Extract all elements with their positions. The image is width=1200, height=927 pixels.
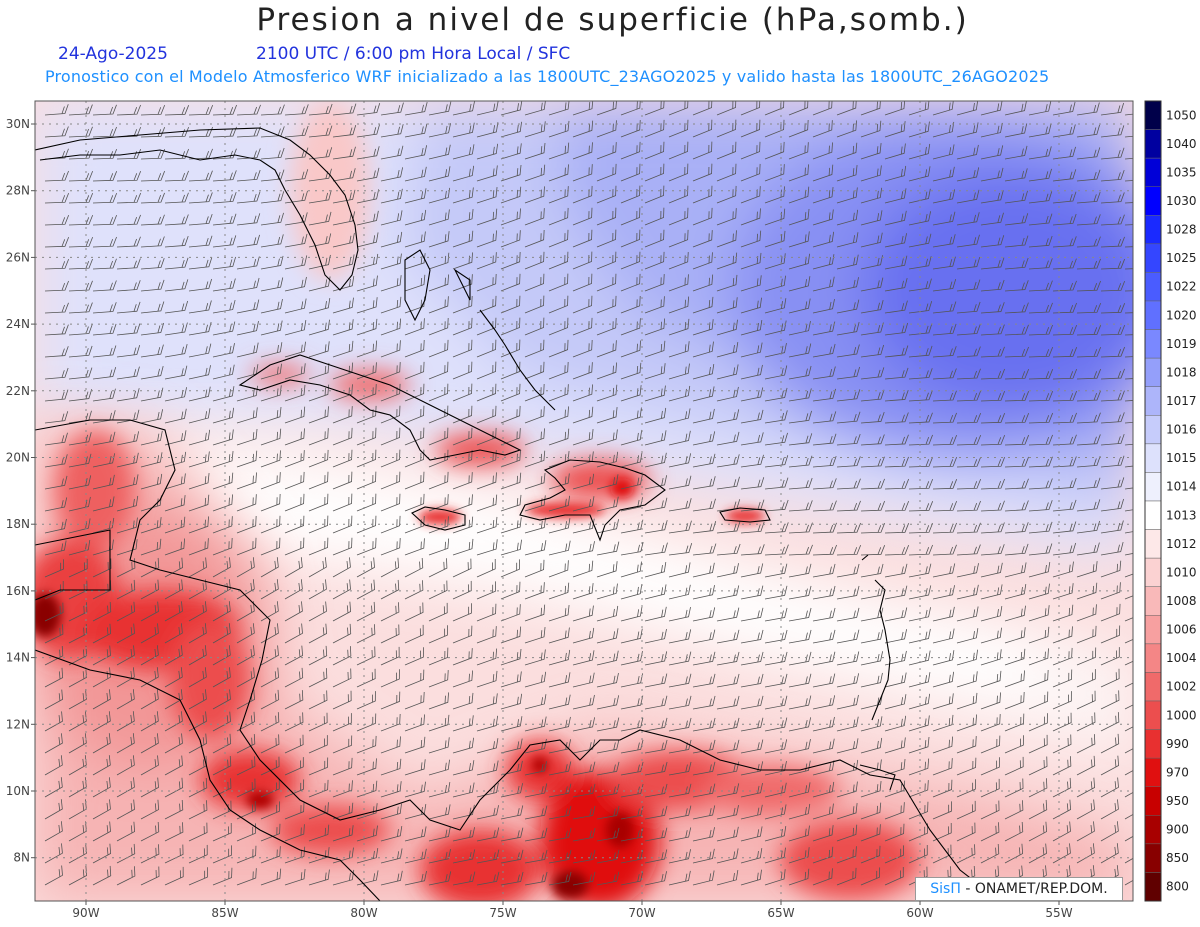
lon-label: 65W	[767, 906, 794, 920]
lat-label: 12N	[6, 717, 30, 731]
colorbar-swatch	[1144, 672, 1162, 702]
colorbar-label: 1008	[1166, 594, 1197, 608]
colorbar-label: 1040	[1166, 137, 1197, 151]
colorbar-label: 1000	[1166, 708, 1197, 722]
colorbar-swatch	[1144, 329, 1162, 359]
colorbar-swatch	[1144, 872, 1162, 902]
lat-label: 18N	[6, 517, 30, 531]
colorbar-label: 1004	[1166, 651, 1197, 665]
colorbar-swatch	[1144, 815, 1162, 845]
lat-label: 22N	[6, 384, 30, 398]
colorbar-swatch	[1144, 615, 1162, 645]
colorbar-label: 1016	[1166, 423, 1197, 437]
wind-barbs	[44, 101, 1133, 886]
colorbar-label: 850	[1166, 851, 1189, 865]
colorbar-swatch	[1144, 386, 1162, 416]
lat-label: 20N	[6, 451, 30, 465]
lon-label: 70W	[628, 906, 655, 920]
colorbar-label: 800	[1166, 880, 1189, 894]
latitude-labels: 30N 28N 26N 24N 22N 20N 18N 16N 14N 12N 10N 8N	[6, 117, 35, 865]
valid-time: 2100 UTC / 6:00 pm Hora Local / SFC	[256, 44, 571, 64]
colorbar-swatch	[1144, 357, 1162, 387]
map-border	[34, 100, 1134, 902]
colorbar-label: 1020	[1166, 308, 1197, 322]
colorbar-swatch	[1144, 500, 1162, 530]
colorbar-swatch	[1144, 100, 1162, 130]
lat-label: 28N	[6, 184, 30, 198]
lon-label: 75W	[489, 906, 516, 920]
colorbar-swatch	[1144, 586, 1162, 616]
pressure-field	[35, 101, 1133, 901]
colorbar-swatch	[1144, 557, 1162, 587]
colorbar-swatch	[1144, 243, 1162, 273]
colorbar-label: 900	[1166, 823, 1189, 837]
colorbar-swatch	[1144, 186, 1162, 216]
colorbar-label: 1017	[1166, 394, 1197, 408]
colorbar-label: 1010	[1166, 565, 1197, 579]
lat-label: 10N	[6, 784, 30, 798]
colorbar-swatch	[1144, 643, 1162, 673]
colorbar-label: 1022	[1166, 280, 1197, 294]
colorbar-swatch	[1144, 700, 1162, 730]
coastlines	[35, 127, 1001, 901]
colorbar-label: 1002	[1166, 680, 1197, 694]
colorbar-label: 950	[1166, 794, 1189, 808]
forecast-note: Pronostico con el Modelo Atmosferico WRF…	[45, 67, 1050, 86]
colorbar-swatch	[1144, 529, 1162, 559]
colorbar-label: 970	[1166, 765, 1189, 779]
lon-label: 60W	[906, 906, 933, 920]
colorbar-swatch	[1144, 443, 1162, 473]
colorbar-swatch	[1144, 129, 1162, 159]
forecast-date: 24-Ago-2025	[58, 44, 168, 64]
colorbar-label: 1015	[1166, 451, 1197, 465]
credit-box: SisΠ - ONAMET/REP.DOM.	[915, 877, 1123, 901]
colorbar-label: 1030	[1166, 194, 1197, 208]
lon-label: 85W	[211, 906, 238, 920]
colorbar-label: 1035	[1166, 165, 1197, 179]
colorbar-swatch	[1144, 472, 1162, 502]
lat-label: 8N	[13, 851, 30, 865]
colorbar-swatch	[1144, 415, 1162, 445]
colorbar-swatch	[1144, 215, 1162, 245]
colorbar-swatch	[1144, 843, 1162, 873]
colorbar-label: 1025	[1166, 251, 1197, 265]
lat-label: 26N	[6, 250, 30, 264]
sispi-logo: SisΠ	[930, 881, 961, 897]
colorbar-label: 1028	[1166, 223, 1197, 237]
colorbar-label: 1018	[1166, 365, 1197, 379]
colorbar-label: 1013	[1166, 508, 1197, 522]
map-title: Presion a nivel de superficie (hPa,somb.…	[256, 2, 969, 38]
colorbar-label: 1006	[1166, 623, 1197, 637]
lon-label: 55W	[1045, 906, 1072, 920]
colorbar-label: 1012	[1166, 537, 1197, 551]
colorbar-label: 1014	[1166, 480, 1197, 494]
lat-label: 14N	[6, 651, 30, 665]
colorbar-swatch	[1144, 272, 1162, 302]
colorbar-label: 1050	[1166, 108, 1197, 122]
colorbar-swatch	[1144, 300, 1162, 330]
credit-text: - ONAMET/REP.DOM.	[960, 881, 1108, 897]
colorbar-swatch	[1144, 157, 1162, 187]
colorbar-swatch	[1144, 729, 1162, 759]
colorbar: 1050 1040 1035 1030 1028 1025 1022 1020 1019 1018…	[1144, 100, 1197, 902]
lat-label: 30N	[6, 117, 30, 131]
colorbar-swatch	[1144, 757, 1162, 787]
colorbar-swatch	[1144, 786, 1162, 816]
lat-lon-grid	[35, 101, 1133, 901]
lat-label: 24N	[6, 317, 30, 331]
lon-label: 80W	[350, 906, 377, 920]
lon-label: 90W	[72, 906, 99, 920]
colorbar-label: 990	[1166, 737, 1189, 751]
lat-label: 16N	[6, 584, 30, 598]
longitude-labels: 90W 85W 80W 75W 70W 65W 60W 55W	[72, 901, 1073, 920]
colorbar-label: 1019	[1166, 337, 1197, 351]
